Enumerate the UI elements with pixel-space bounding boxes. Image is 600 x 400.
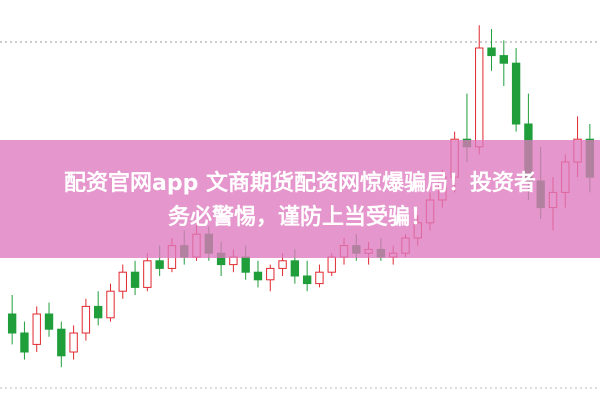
candle-body (155, 260, 164, 269)
candle-body (327, 256, 336, 273)
candle-body (266, 267, 275, 281)
candle-body (81, 305, 91, 334)
candle-body (44, 313, 54, 330)
candle-body (69, 332, 78, 353)
candle-body (106, 290, 115, 319)
candle-body (511, 62, 521, 125)
candle-body (315, 271, 324, 285)
candle-body (143, 260, 152, 288)
candle-body (475, 47, 484, 148)
candle-body (32, 313, 41, 345)
candle-body (290, 260, 300, 277)
candle-body (302, 275, 312, 285)
candle-body (118, 271, 127, 292)
candle-body (20, 332, 29, 353)
candle-body (499, 55, 508, 64)
banner (0, 140, 600, 258)
banner-line: 务必警惕，谨防上当受骗！ (168, 204, 432, 230)
candle-body (130, 271, 140, 288)
candle-body (241, 256, 250, 273)
candle-body (278, 260, 287, 269)
candle-body (487, 47, 496, 57)
candle-body (253, 271, 263, 281)
candle-body (94, 305, 103, 319)
banner-line: 配资官网app 文商期货配资网惊爆骗局！投资者 (64, 170, 536, 196)
candle-body (57, 328, 66, 357)
candle-body (7, 313, 17, 334)
candle-body (229, 256, 238, 266)
